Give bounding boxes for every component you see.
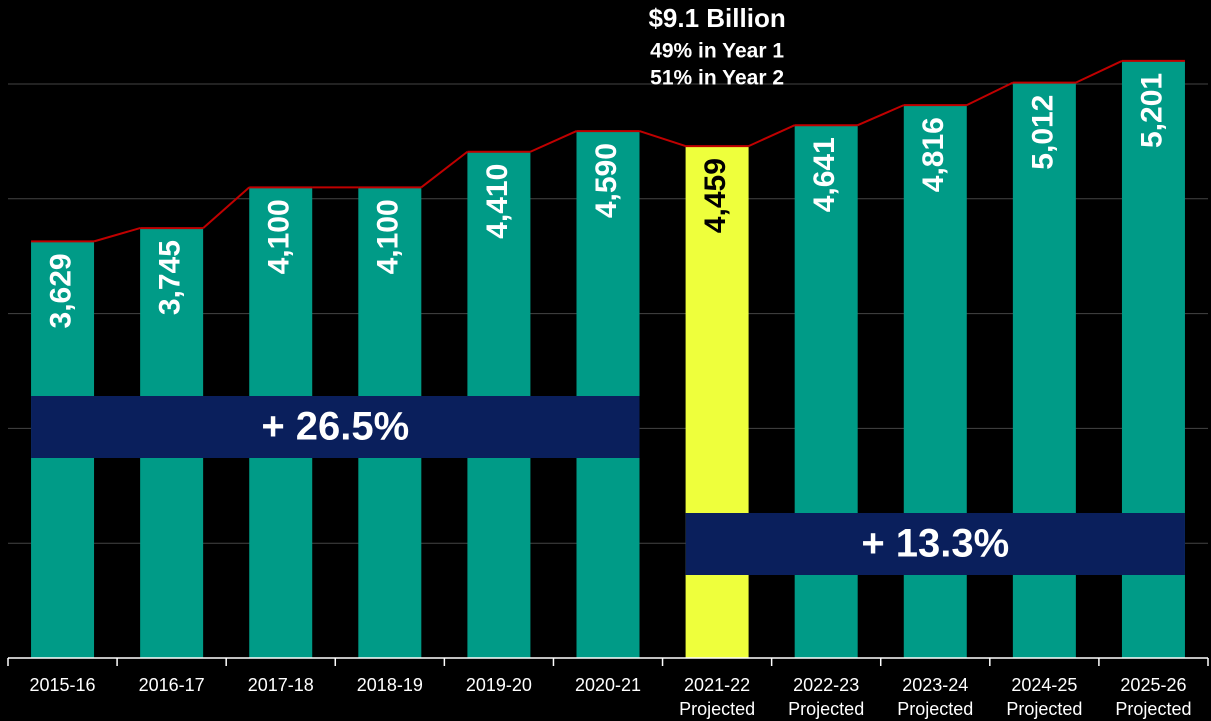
value-label: 4,459 xyxy=(699,158,732,233)
x-tick-label: 2018-19 xyxy=(357,675,423,695)
growth-band xyxy=(31,396,640,458)
x-tick-label: 2021-22 xyxy=(684,675,750,695)
x-tick-label: 2017-18 xyxy=(248,675,314,695)
trend-line xyxy=(748,124,796,148)
growth-label: + 26.5% xyxy=(261,405,409,449)
x-tick-label: 2025-26 xyxy=(1120,675,1186,695)
trend-line xyxy=(93,227,141,243)
growth-label: + 13.3% xyxy=(861,522,1009,566)
trend-line xyxy=(530,130,577,153)
value-label: 4,641 xyxy=(808,137,841,212)
x-tick-label: 2024-25 xyxy=(1011,675,1077,695)
trend-line xyxy=(420,150,469,189)
trend-line xyxy=(857,104,905,127)
annotation: 51% in Year 2 xyxy=(650,67,784,90)
value-label: 3,745 xyxy=(154,240,187,315)
value-label: 4,100 xyxy=(263,199,296,274)
value-label: 4,590 xyxy=(590,143,623,218)
value-label: 3,629 xyxy=(44,253,77,328)
value-label: 5,012 xyxy=(1026,95,1059,170)
value-label: 4,816 xyxy=(917,117,950,192)
trend-line xyxy=(1075,60,1123,84)
x-tick-note: Projected xyxy=(1115,699,1191,719)
x-tick-note: Projected xyxy=(1006,699,1082,719)
value-label: 4,100 xyxy=(372,199,405,274)
x-tick-note: Projected xyxy=(897,699,973,719)
x-tick-label: 2019-20 xyxy=(466,675,532,695)
x-tick-note: Projected xyxy=(788,699,864,719)
annotation: $9.1 Billion xyxy=(648,3,785,33)
value-label: 5,201 xyxy=(1135,73,1168,148)
x-tick-note: Projected xyxy=(679,699,755,719)
annotation: 49% in Year 1 xyxy=(650,40,784,63)
x-tick-label: 2023-24 xyxy=(902,675,968,695)
trend-line xyxy=(202,186,250,229)
bar xyxy=(576,131,640,658)
x-tick-label: 2020-21 xyxy=(575,675,641,695)
x-tick-label: 2022-23 xyxy=(793,675,859,695)
x-tick-label: 2015-16 xyxy=(30,675,96,695)
trend-line xyxy=(639,130,686,148)
trend-line xyxy=(966,81,1014,107)
growth-band xyxy=(685,513,1185,575)
value-label: 4,410 xyxy=(481,164,514,239)
x-tick-label: 2016-17 xyxy=(139,675,205,695)
